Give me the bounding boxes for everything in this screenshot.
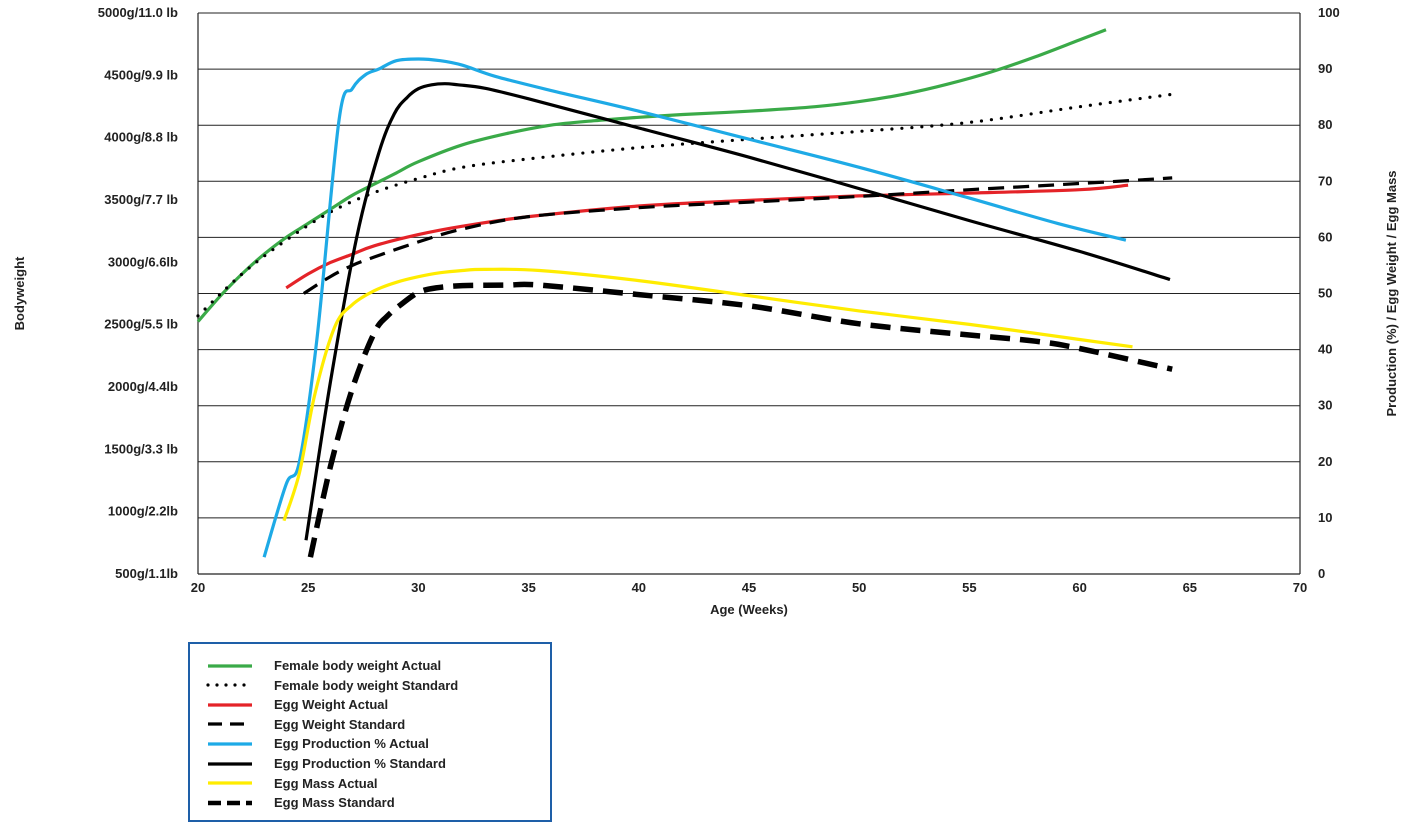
series-line-egg-production-standard	[304, 82, 1171, 541]
legend-item: Female body weight Standard	[206, 676, 458, 695]
legend-label: Egg Weight Actual	[274, 697, 389, 713]
legend-swatch	[208, 703, 252, 707]
x-tick-label: 60	[1072, 580, 1086, 595]
x-tick-label: 40	[632, 580, 646, 595]
x-tick-label: 30	[411, 580, 425, 595]
y-right-tick-label: 50	[1318, 286, 1332, 301]
legend-label: Egg Mass Standard	[274, 795, 395, 811]
series-line-egg-mass-actual	[282, 267, 1133, 522]
legend-swatch	[208, 742, 252, 746]
legend: Female body weight Actual Female body wei…	[188, 642, 552, 822]
x-tick-label: 20	[191, 580, 205, 595]
y-left-tick-label: 4500g/9.9 lb	[104, 67, 178, 82]
y-left-tick-label: 2000g/4.4lb	[108, 379, 178, 394]
y-left-tick-label: 4000g/8.8 lb	[104, 130, 178, 145]
legend-swatch	[208, 800, 252, 805]
legend-item: Egg Mass Standard	[206, 793, 395, 812]
y-left-tick-label: 3000g/6.6lb	[108, 254, 178, 269]
y-left-tick-label: 1000g/2.2lb	[108, 504, 178, 519]
y-axis-right-label: Production (%) / Egg Weight / Egg Mass	[1384, 170, 1399, 416]
legend-item: Egg Production % Actual	[206, 734, 429, 753]
series-lines	[196, 28, 1174, 558]
series-line-female-body-weight-actual	[196, 28, 1107, 323]
y-axis-left-label: Bodyweight	[12, 256, 27, 330]
series-line-egg-weight-actual	[285, 183, 1129, 290]
y-left-tick-label: 5000g/11.0 lb	[98, 5, 178, 20]
legend-swatch	[206, 683, 254, 687]
y-left-tick-label: 3500g/7.7 lb	[104, 192, 178, 207]
grid-lines	[198, 12, 1300, 519]
y-left-tick-label: 1500g/3.3 lb	[104, 441, 178, 456]
series-line-egg-production-actual	[262, 57, 1127, 558]
legend-label: Egg Production % Actual	[274, 736, 429, 752]
y-right-tick-label: 40	[1318, 342, 1332, 357]
series-line-egg-weight-standard	[302, 176, 1173, 295]
legend-swatch	[208, 722, 252, 726]
y-right-tick-label: 30	[1318, 398, 1332, 413]
y-right-tick-labels: 0 10 20 30 40 50 60 70 80 90 100	[1318, 5, 1340, 581]
y-left-tick-label: 2500g/5.5 lb	[104, 317, 178, 332]
legend-swatch	[208, 781, 252, 785]
legend-label: Egg Mass Actual	[274, 775, 378, 791]
series-line-egg-mass-standard	[307, 281, 1173, 558]
x-tick-label: 25	[301, 580, 315, 595]
x-axis-label: Age (Weeks)	[710, 602, 788, 617]
x-tick-label: 35	[521, 580, 535, 595]
y-right-tick-label: 60	[1318, 229, 1332, 244]
legend-item: Female body weight Actual	[206, 656, 441, 675]
legend-swatch	[208, 761, 252, 766]
legend-item: Egg Mass Actual	[206, 774, 378, 793]
y-right-tick-label: 100	[1318, 5, 1340, 20]
legend-item: Egg Production % Standard	[206, 754, 446, 773]
x-tick-label: 45	[742, 580, 756, 595]
y-right-tick-label: 70	[1318, 173, 1332, 188]
legend-swatch	[208, 663, 252, 668]
legend-label: Female body weight Standard	[274, 677, 459, 693]
y-right-tick-label: 0	[1318, 566, 1325, 581]
legend-item: Egg Weight Standard	[206, 715, 405, 734]
x-tick-labels: 20 25 30 35 40 45 50 55 60 65 70	[191, 580, 1307, 595]
y-left-tick-label: 500g/1.1lb	[115, 566, 178, 581]
y-right-tick-label: 20	[1318, 454, 1332, 469]
legend-item: Egg Weight Actual	[206, 695, 388, 714]
y-right-tick-label: 80	[1318, 117, 1332, 132]
axes	[197, 13, 1301, 575]
x-tick-label: 55	[962, 580, 976, 595]
chart: 500g/1.1lb 1000g/2.2lb 1500g/3.3 lb 2000g/4…	[12, 5, 1399, 617]
legend-label: Egg Weight Standard	[274, 716, 406, 732]
legend-label: Egg Production % Standard	[274, 756, 446, 771]
y-left-tick-labels: 500g/1.1lb 1000g/2.2lb 1500g/3.3 lb 2000g/4…	[98, 5, 178, 581]
series-line-female-body-weight-standard	[196, 92, 1174, 318]
x-tick-label: 50	[852, 580, 866, 595]
x-tick-label: 70	[1293, 580, 1307, 595]
y-right-tick-label: 10	[1318, 510, 1332, 525]
legend-label: Female body weight Actual	[274, 658, 442, 673]
x-tick-label: 65	[1183, 580, 1197, 595]
y-right-tick-label: 90	[1318, 61, 1332, 76]
